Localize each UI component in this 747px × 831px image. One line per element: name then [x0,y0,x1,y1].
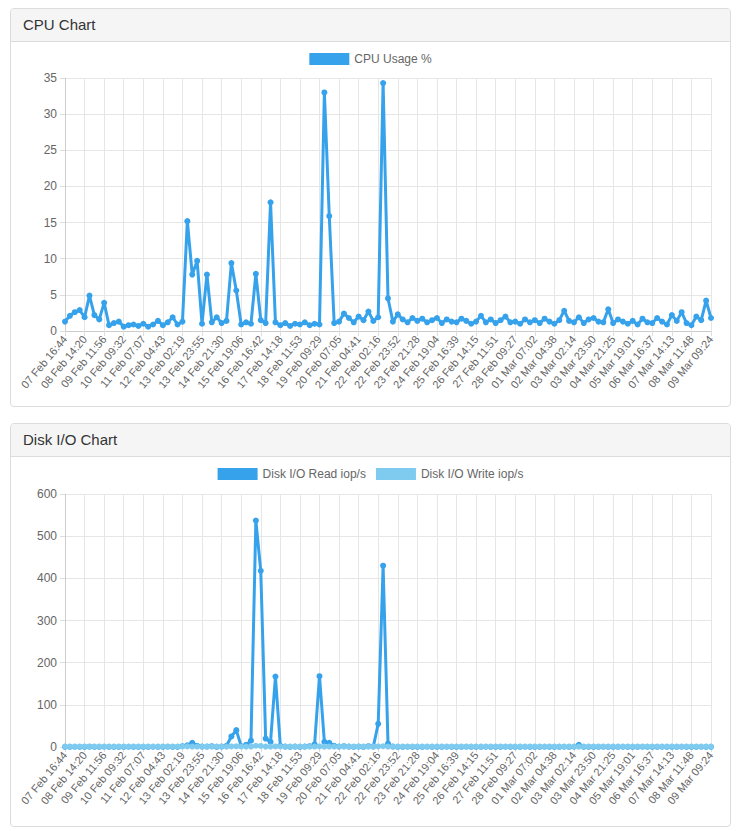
svg-text:07 Mar 14:13: 07 Mar 14:13 [625,333,677,391]
svg-text:03 Mar 23:50: 03 Mar 23:50 [547,749,599,807]
svg-text:20 Feb 07:05: 20 Feb 07:05 [292,333,344,391]
svg-text:0: 0 [50,740,57,754]
svg-text:08 Mar 11:48: 08 Mar 11:48 [645,749,696,806]
svg-text:35: 35 [44,71,58,85]
svg-text:09 Feb 11:56: 09 Feb 11:56 [58,333,109,390]
svg-text:19 Feb 09:29: 19 Feb 09:29 [273,333,325,391]
svg-text:0: 0 [50,324,57,338]
svg-text:Disk I/O Write iop/s: Disk I/O Write iop/s [421,467,523,481]
svg-text:07 Feb 16:44: 07 Feb 16:44 [18,749,70,807]
svg-text:22 Feb 02:16: 22 Feb 02:16 [331,749,383,807]
svg-text:15 Feb 19:06: 15 Feb 19:06 [194,749,246,807]
svg-text:27 Feb 11:51: 27 Feb 11:51 [449,749,501,806]
svg-text:24 Feb 19:04: 24 Feb 19:04 [390,749,442,807]
svg-text:07 Feb 16:44: 07 Feb 16:44 [18,333,70,391]
svg-text:05 Mar 19:01: 05 Mar 19:01 [586,333,638,391]
svg-text:09 Mar 09:24: 09 Mar 09:24 [665,333,716,390]
svg-text:11 Feb 07:07: 11 Feb 07:07 [97,749,148,806]
svg-text:26 Feb 14:15: 26 Feb 14:15 [429,333,481,391]
html-text:Disk I/O Chart: Disk I/O Chart [23,431,118,448]
svg-text:25 Feb 16:39: 25 Feb 16:39 [410,333,462,391]
svg-text:17 Feb 14:18: 17 Feb 14:18 [234,333,285,391]
svg-text:11 Feb 07:07: 11 Feb 07:07 [97,333,148,390]
svg-text:02 Mar 04:38: 02 Mar 04:38 [508,333,559,391]
svg-text:24 Feb 19:04: 24 Feb 19:04 [390,333,442,391]
svg-text:12 Feb 04:43: 12 Feb 04:43 [116,333,168,391]
svg-text:16 Feb 16:42: 16 Feb 16:42 [214,333,266,391]
svg-text:15 Feb 19:06: 15 Feb 19:06 [194,333,246,391]
svg-text:04 Mar 21:25: 04 Mar 21:25 [566,333,618,391]
svg-text:06 Mar 16:37: 06 Mar 16:37 [606,333,657,391]
svg-text:01 Mar 07:02: 01 Mar 07:02 [488,333,540,391]
svg-text:22 Feb 23:52: 22 Feb 23:52 [351,749,403,807]
svg-text:08 Feb 14:20: 08 Feb 14:20 [38,749,90,807]
svg-text:23 Feb 21:28: 23 Feb 21:28 [371,333,422,391]
svg-text:Disk I/O Read iop/s: Disk I/O Read iop/s [263,467,366,481]
svg-text:600: 600 [37,487,57,501]
svg-text:300: 300 [37,614,57,628]
svg-text:100: 100 [37,698,57,712]
svg-text:5: 5 [50,288,57,302]
svg-text:500: 500 [37,529,57,543]
svg-text:13 Feb 02:19: 13 Feb 02:19 [136,749,188,807]
svg-text:02 Mar 04:38: 02 Mar 04:38 [508,749,559,807]
svg-text:07 Mar 14:13: 07 Mar 14:13 [625,749,677,807]
svg-text:09 Feb 11:56: 09 Feb 11:56 [58,749,109,806]
svg-text:19 Feb 09:29: 19 Feb 09:29 [273,749,325,807]
svg-text:CPU Usage %: CPU Usage % [354,52,432,66]
svg-text:10 Feb 09:32: 10 Feb 09:32 [77,749,129,807]
svg-text:13 Feb 02:19: 13 Feb 02:19 [136,333,188,391]
svg-text:10: 10 [44,252,58,266]
svg-text:04 Mar 21:25: 04 Mar 21:25 [566,749,618,807]
svg-text:05 Mar 19:01: 05 Mar 19:01 [586,749,638,807]
svg-text:13 Feb 23:55: 13 Feb 23:55 [155,333,207,391]
svg-text:20 Feb 07:05: 20 Feb 07:05 [292,749,344,807]
svg-text:21 Feb 04:41: 21 Feb 04:41 [312,333,364,391]
svg-text:200: 200 [37,656,57,670]
svg-text:03 Mar 02:14: 03 Mar 02:14 [527,749,579,807]
svg-text:22 Feb 02:16: 22 Feb 02:16 [331,333,383,391]
svg-text:26 Feb 14:15: 26 Feb 14:15 [429,749,481,807]
svg-text:28 Feb 09:27: 28 Feb 09:27 [469,333,520,391]
svg-text:14 Feb 21:30: 14 Feb 21:30 [175,333,227,391]
svg-text:18 Feb 11:53: 18 Feb 11:53 [254,333,305,390]
svg-text:08 Mar 11:48: 08 Mar 11:48 [645,333,696,390]
svg-text:30: 30 [44,107,58,121]
svg-text:23 Feb 21:28: 23 Feb 21:28 [371,749,422,807]
svg-text:400: 400 [37,571,57,585]
svg-text:16 Feb 16:42: 16 Feb 16:42 [214,749,266,807]
svg-text:03 Mar 02:14: 03 Mar 02:14 [527,333,579,391]
svg-text:03 Mar 23:50: 03 Mar 23:50 [547,333,599,391]
svg-text:10 Feb 09:32: 10 Feb 09:32 [77,333,129,391]
svg-text:25 Feb 16:39: 25 Feb 16:39 [410,749,462,807]
svg-text:20: 20 [44,179,58,193]
svg-text:28 Feb 09:27: 28 Feb 09:27 [469,749,520,807]
svg-text:22 Feb 23:52: 22 Feb 23:52 [351,333,403,391]
svg-text:15: 15 [44,216,58,230]
svg-text:06 Mar 16:37: 06 Mar 16:37 [606,749,657,807]
svg-text:12 Feb 04:43: 12 Feb 04:43 [116,749,168,807]
svg-text:25: 25 [44,143,58,157]
html-text:CPU Chart: CPU Chart [23,16,96,33]
svg-text:14 Feb 21:30: 14 Feb 21:30 [175,749,227,807]
svg-text:08 Feb 14:20: 08 Feb 14:20 [38,333,90,391]
svg-text:13 Feb 23:55: 13 Feb 23:55 [155,749,207,807]
svg-text:17 Feb 14:18: 17 Feb 14:18 [234,749,285,807]
svg-text:21 Feb 04:41: 21 Feb 04:41 [312,749,364,807]
svg-text:01 Mar 07:02: 01 Mar 07:02 [488,749,540,807]
svg-text:18 Feb 11:53: 18 Feb 11:53 [254,749,305,806]
svg-text:27 Feb 11:51: 27 Feb 11:51 [449,333,501,390]
svg-text:09 Mar 09:24: 09 Mar 09:24 [665,749,716,806]
